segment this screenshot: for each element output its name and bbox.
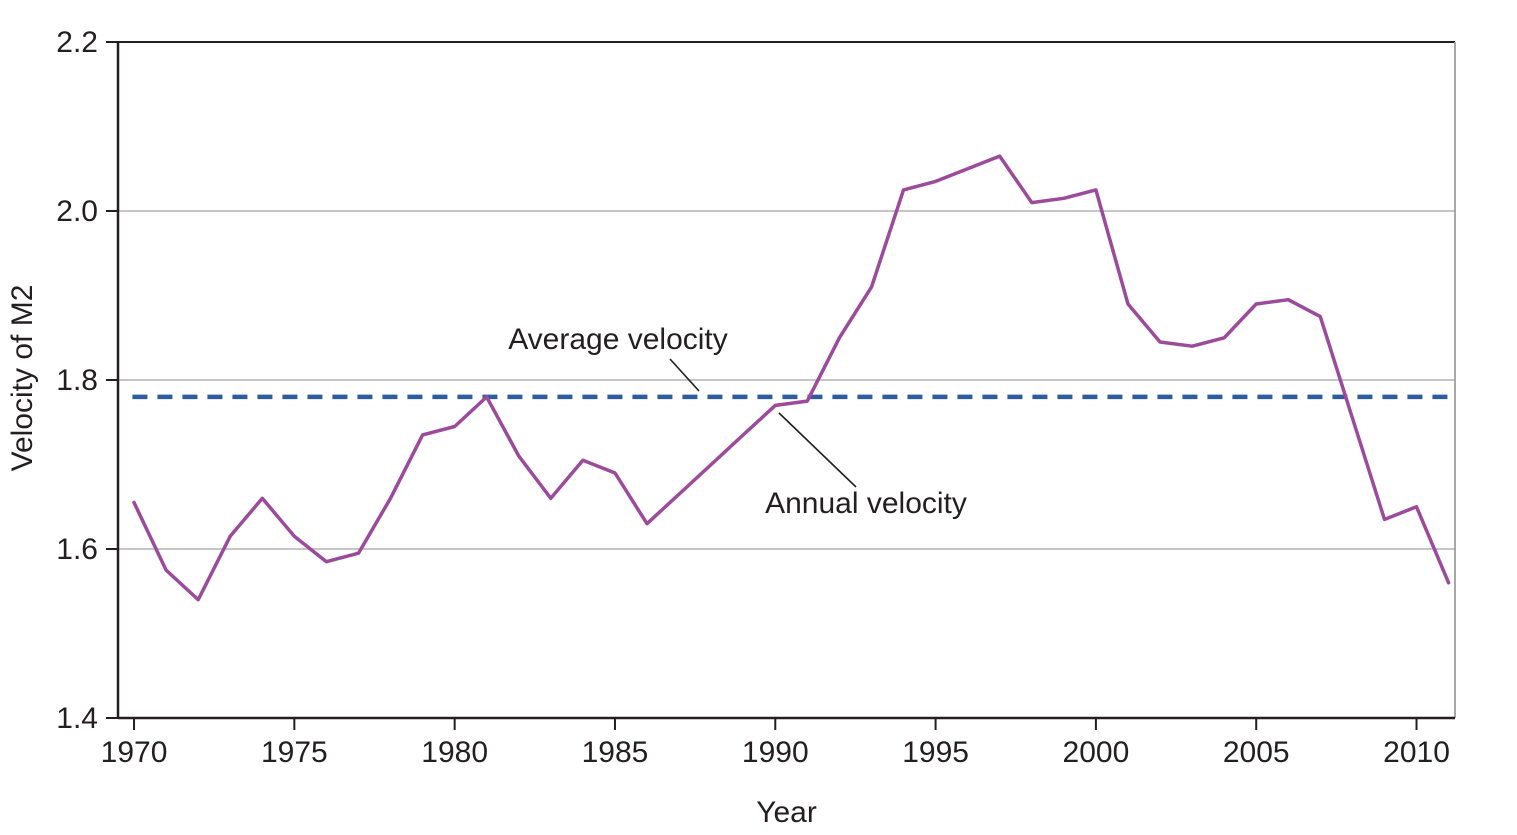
x-tick-label: 1975 — [261, 736, 328, 769]
x-tick-label: 1995 — [902, 736, 969, 769]
average-velocity-label-leader-line — [669, 358, 700, 392]
y-tick-label: 1.4 — [56, 702, 98, 735]
x-tick-label: 1990 — [742, 736, 809, 769]
annual-velocity-label: Annual velocity — [765, 487, 967, 520]
annual-velocity-label-leader-line — [778, 412, 857, 488]
y-tick-label: 2.0 — [56, 195, 98, 228]
x-tick-label: 2000 — [1063, 736, 1130, 769]
y-axis-label: Velocity of M2 — [6, 285, 39, 472]
average-velocity-label: Average velocity — [508, 323, 728, 356]
annual-velocity-line — [132, 154, 1451, 602]
y-tick-label: 2.2 — [56, 26, 98, 59]
x-tick-label: 1985 — [582, 736, 649, 769]
y-tick-label: 1.6 — [56, 533, 98, 566]
y-tick-label: 1.8 — [56, 364, 98, 397]
x-axis-label: Year — [756, 796, 817, 829]
x-tick-label: 1970 — [101, 736, 168, 769]
x-tick-label: 2005 — [1223, 736, 1290, 769]
x-tick-label: 1980 — [421, 736, 488, 769]
x-tick-label: 2010 — [1383, 736, 1450, 769]
